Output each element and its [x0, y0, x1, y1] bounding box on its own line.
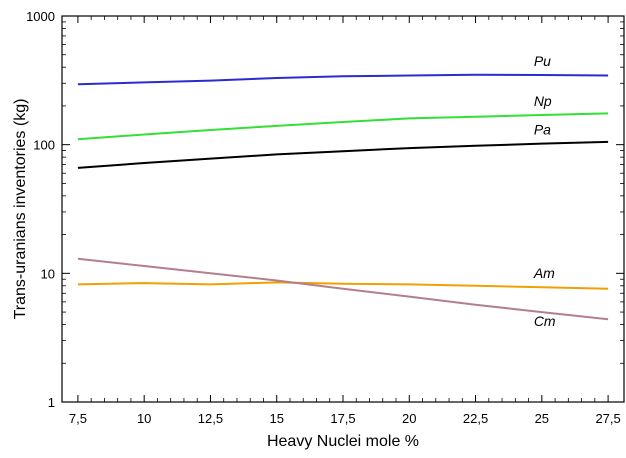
x-tick-label: 20	[402, 411, 416, 426]
x-axis-label: Heavy Nuclei mole %	[267, 433, 419, 450]
series-label-cm: Cm	[534, 313, 556, 329]
series-label-am: Am	[533, 265, 555, 281]
x-tick-labels: 7,5 10 12,5 15 17,5 20 22,5 25 27,5	[69, 411, 621, 426]
series-label-pu: Pu	[534, 53, 551, 69]
series-lines	[77, 73, 609, 321]
y-tick-labels: 1 10 100 1000	[26, 9, 55, 410]
series-line-pa	[77, 140, 609, 169]
plot-frame	[61, 15, 625, 403]
y-tick-label: 1000	[26, 9, 55, 24]
x-tick-label: 7,5	[69, 411, 87, 426]
series-line-am	[77, 281, 609, 290]
series-label-np: Np	[534, 93, 552, 109]
y-tick-label: 10	[41, 266, 55, 281]
series-label-pa: Pa	[534, 122, 551, 138]
series-line-np	[77, 112, 609, 141]
y-axis-label: Trans-uranians inventories (kg)	[12, 99, 29, 320]
x-tick-label: 22,5	[463, 411, 488, 426]
x-tick-label: 12,5	[198, 411, 223, 426]
x-tick-label: 15	[269, 411, 283, 426]
y-tick-label: 1	[48, 395, 55, 410]
x-tick-label: 27,5	[595, 411, 620, 426]
x-tick-label: 10	[137, 411, 151, 426]
x-tick-label: 25	[535, 411, 549, 426]
axis-ticks	[62, 15, 624, 403]
series-line-pu	[77, 73, 609, 86]
y-tick-label: 100	[33, 138, 55, 153]
x-tick-label: 17,5	[330, 411, 355, 426]
series-labels: Pu Np Pa Am Cm	[533, 53, 556, 329]
series-line-cm	[77, 257, 609, 321]
